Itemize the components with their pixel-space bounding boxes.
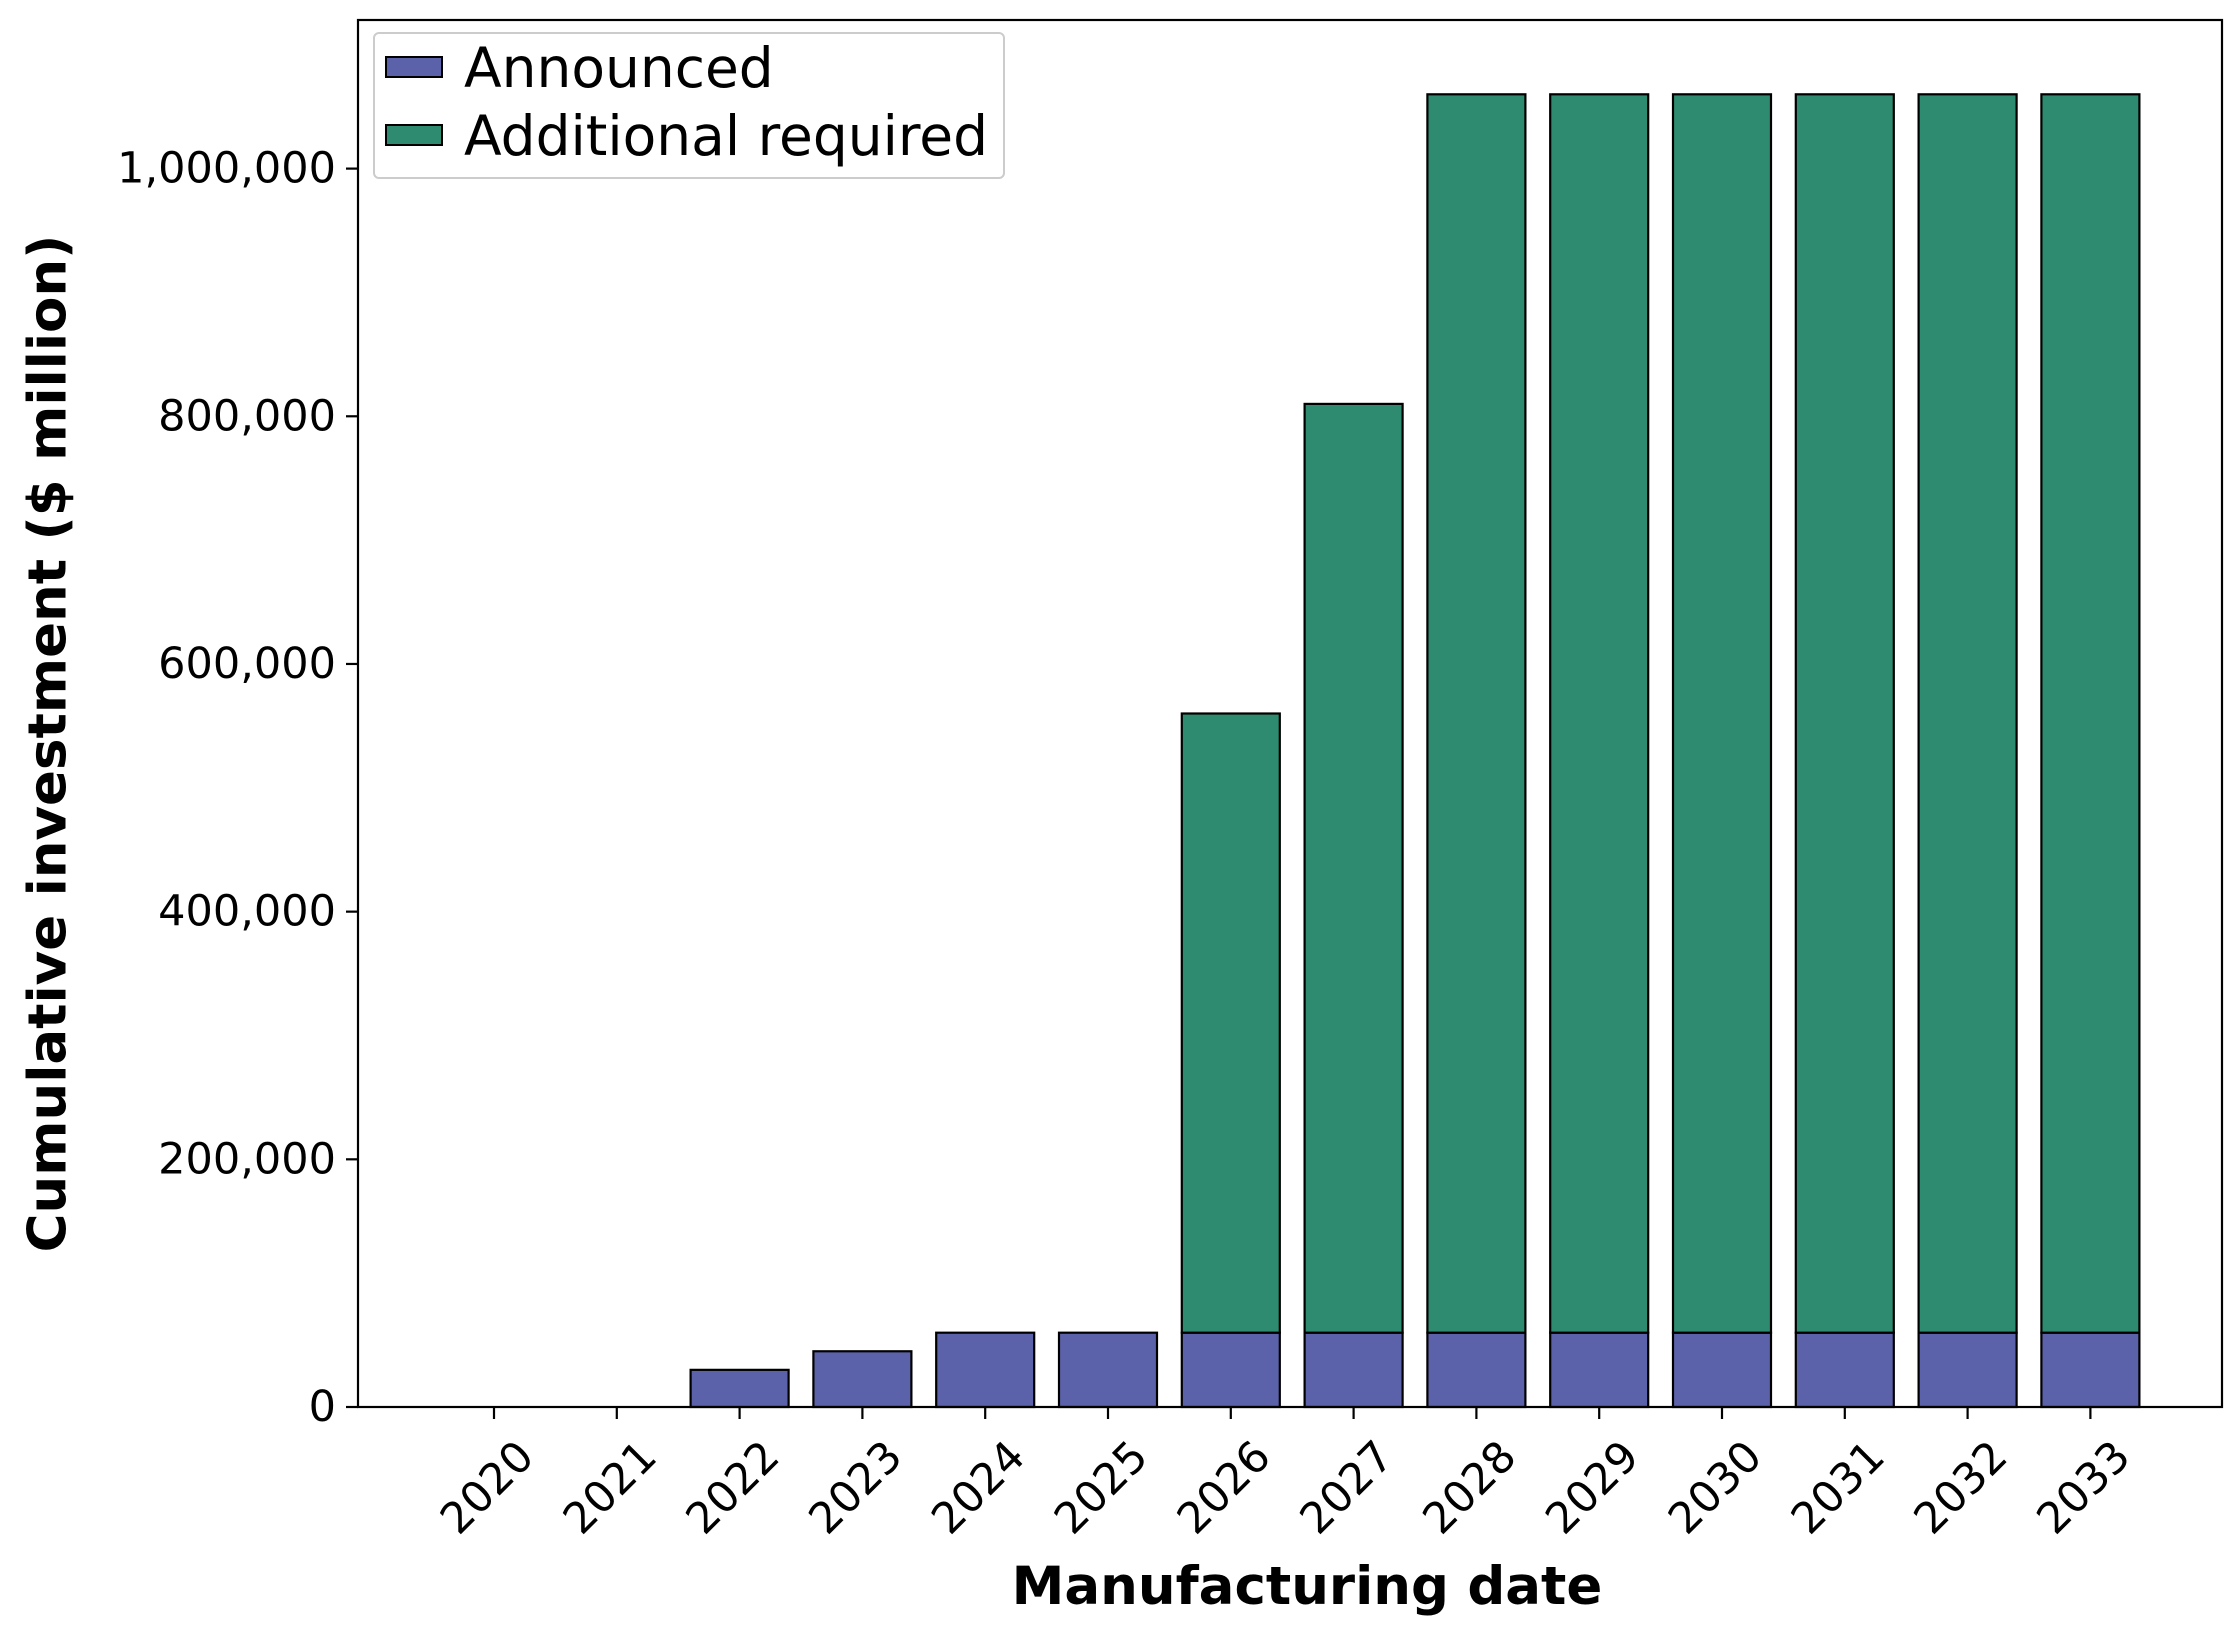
bar-announced-2023 xyxy=(812,1350,913,1409)
bar-additional-required-2030 xyxy=(1671,93,1773,1334)
bar-additional-required-2032 xyxy=(1917,93,2018,1334)
bar-additional-required-2027 xyxy=(1303,402,1404,1334)
y-tick-label: 0 xyxy=(309,1382,336,1432)
bar-announced-2033 xyxy=(2040,1331,2141,1409)
legend-box xyxy=(373,32,1005,179)
bar-announced-2026 xyxy=(1180,1331,1281,1409)
bars-layer xyxy=(689,93,2141,1409)
y-tick-label: 800,000 xyxy=(158,391,336,441)
bar-announced-2030 xyxy=(1671,1331,1773,1409)
y-tick-label: 1,000,000 xyxy=(117,144,336,194)
bar-additional-required-2031 xyxy=(1794,93,1895,1334)
y-axis-title: Cumulative investment ($ million) xyxy=(18,235,79,1253)
bar-announced-2032 xyxy=(1917,1331,2018,1409)
bar-announced-2022 xyxy=(689,1368,790,1409)
y-axis: 0 200,000 400,000 600,000 800,000 1,000,000 xyxy=(117,144,358,1432)
legend-swatch-announced xyxy=(385,56,443,78)
legend: Announced Additional required xyxy=(373,32,1005,179)
bar-announced-2028 xyxy=(1426,1331,1527,1409)
x-axis-title: Manufacturing date xyxy=(1012,1556,1603,1617)
y-tick-label: 600,000 xyxy=(158,639,336,689)
bar-announced-2025 xyxy=(1057,1331,1159,1409)
bar-announced-2024 xyxy=(935,1331,1036,1409)
legend-label-additional-required: Additional required xyxy=(464,104,988,168)
legend-swatch-additional-required xyxy=(385,124,443,146)
y-tick-label: 200,000 xyxy=(158,1134,336,1184)
legend-label-announced: Announced xyxy=(464,36,774,100)
bar-announced-2027 xyxy=(1303,1331,1404,1409)
plot-frame xyxy=(356,18,2224,1409)
bar-additional-required-2028 xyxy=(1426,93,1527,1334)
bar-additional-required-2029 xyxy=(1549,93,1650,1334)
y-tick-label: 400,000 xyxy=(158,887,336,937)
bar-additional-required-2033 xyxy=(2040,93,2141,1334)
bar-additional-required-2026 xyxy=(1180,712,1281,1334)
bar-announced-2029 xyxy=(1549,1331,1650,1409)
bar-announced-2031 xyxy=(1794,1331,1895,1409)
